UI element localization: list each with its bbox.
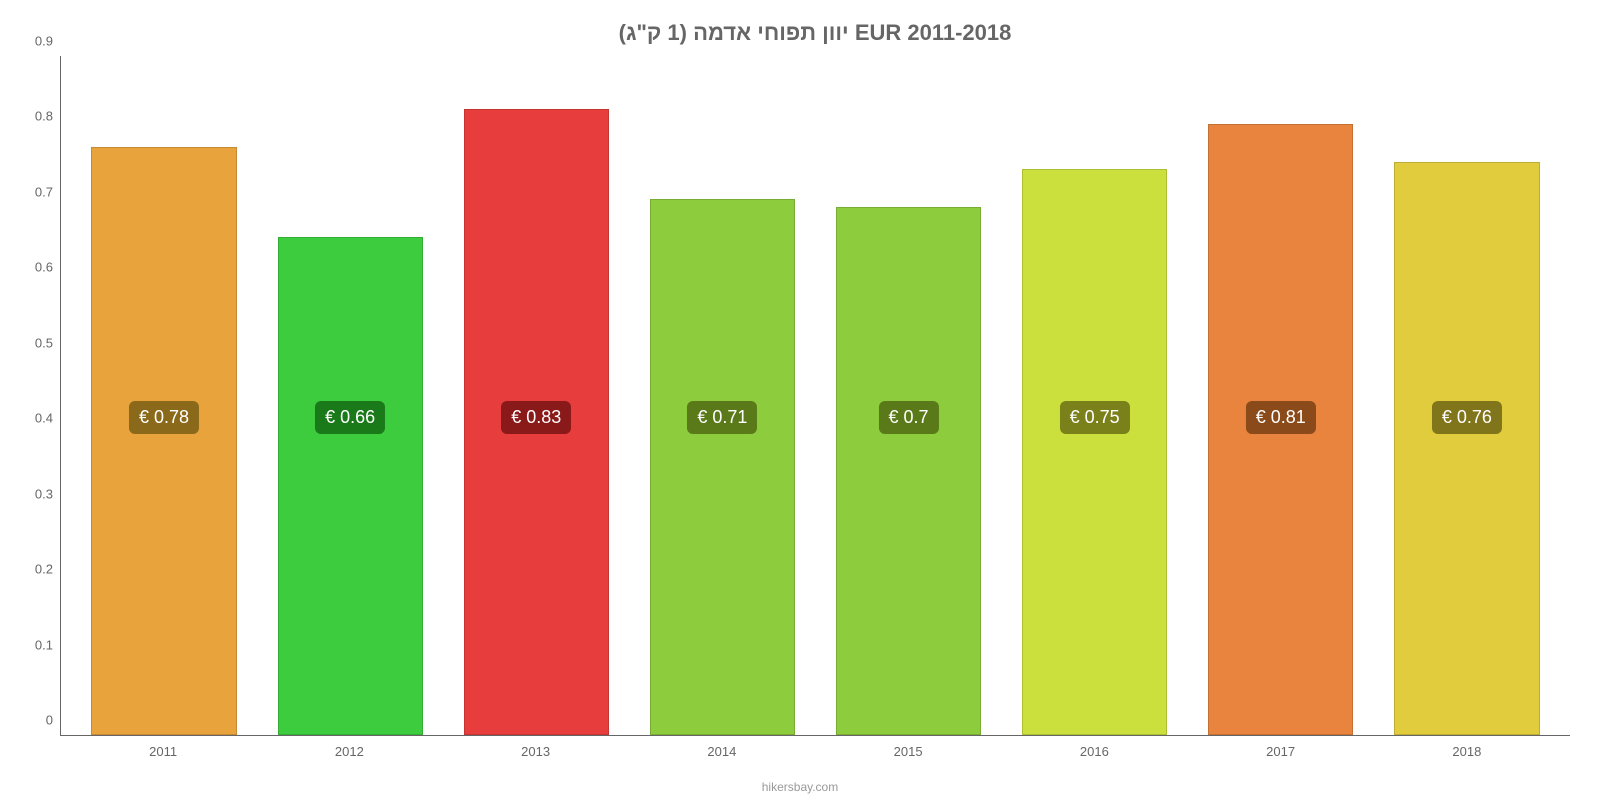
chart-title: יוון תפוחי אדמה (1 ק"ג) EUR 2011-2018: [60, 20, 1570, 46]
bar-slot: € 0.83: [443, 56, 629, 735]
x-tick-label: 2016: [1001, 744, 1187, 759]
x-tick-label: 2014: [629, 744, 815, 759]
y-tick-label: 0.9: [35, 34, 61, 49]
y-tick-label: 0.5: [35, 335, 61, 350]
bars-group: € 0.78 € 0.66 € 0.83 € 0.71 € 0.7 € 0.75 € 0.8…: [61, 56, 1570, 735]
bar-slot: € 0.76: [1374, 56, 1560, 735]
bar: € 0.81: [1208, 124, 1353, 735]
bar-slot: € 0.66: [257, 56, 443, 735]
bar-value-badge: € 0.83: [501, 401, 571, 434]
bar-slot: € 0.78: [71, 56, 257, 735]
attribution-text: hikersbay.com: [762, 780, 838, 794]
x-axis-labels: 20112012201320142015201620172018: [60, 736, 1570, 759]
bar-value-badge: € 0.71: [687, 401, 757, 434]
bar-value-badge: € 0.7: [879, 401, 939, 434]
bar: € 0.78: [91, 147, 236, 735]
bar-value-badge: € 0.66: [315, 401, 385, 434]
y-tick-label: 0.1: [35, 637, 61, 652]
bar-value-badge: € 0.75: [1060, 401, 1130, 434]
x-tick-label: 2015: [815, 744, 1001, 759]
bar: € 0.71: [650, 199, 795, 735]
bar: € 0.83: [464, 109, 609, 735]
plot-area: € 0.78 € 0.66 € 0.83 € 0.71 € 0.7 € 0.75 € 0.8…: [60, 56, 1570, 736]
y-tick-label: 0.6: [35, 260, 61, 275]
bar-slot: € 0.7: [816, 56, 1002, 735]
x-tick-label: 2013: [443, 744, 629, 759]
y-tick-label: 0.8: [35, 109, 61, 124]
bar-slot: € 0.71: [629, 56, 815, 735]
x-tick-label: 2017: [1188, 744, 1374, 759]
y-tick-label: 0.3: [35, 486, 61, 501]
chart-container: יוון תפוחי אדמה (1 ק"ג) EUR 2011-2018 € …: [0, 0, 1600, 800]
y-tick-label: 0: [46, 713, 61, 728]
bar-value-badge: € 0.78: [129, 401, 199, 434]
x-tick-label: 2018: [1374, 744, 1560, 759]
bar: € 0.7: [836, 207, 981, 735]
bar: € 0.76: [1394, 162, 1539, 735]
bar-slot: € 0.75: [1002, 56, 1188, 735]
bar-value-badge: € 0.76: [1432, 401, 1502, 434]
bar: € 0.66: [278, 237, 423, 735]
y-tick-label: 0.7: [35, 184, 61, 199]
y-tick-label: 0.2: [35, 562, 61, 577]
x-tick-label: 2011: [70, 744, 256, 759]
y-tick-label: 0.4: [35, 411, 61, 426]
bar-value-badge: € 0.81: [1246, 401, 1316, 434]
bar: € 0.75: [1022, 169, 1167, 735]
x-tick-label: 2012: [256, 744, 442, 759]
bar-slot: € 0.81: [1188, 56, 1374, 735]
